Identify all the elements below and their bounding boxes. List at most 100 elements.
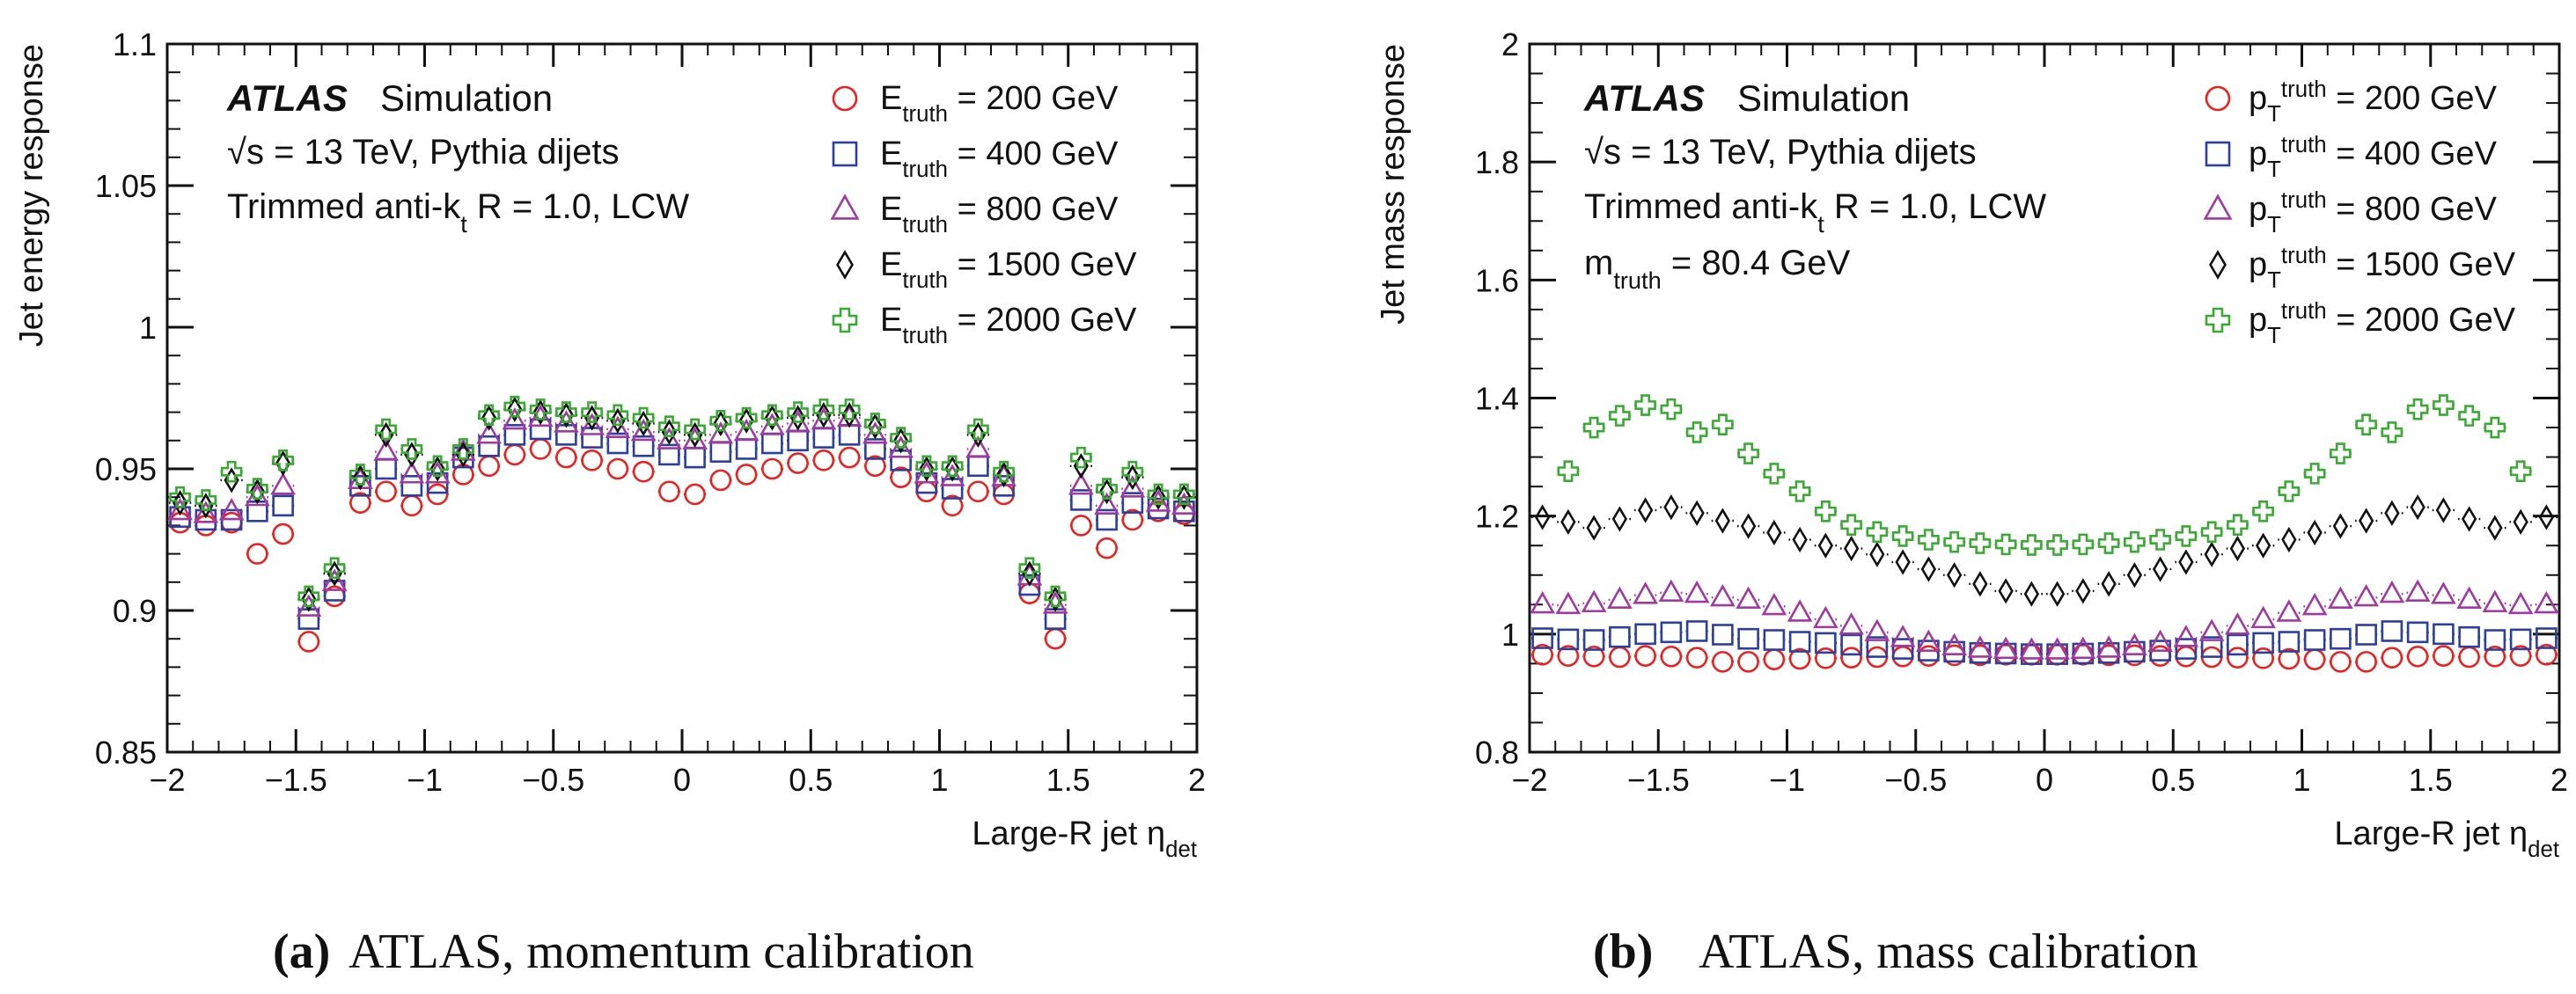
- circle-marker: [1531, 644, 1553, 666]
- cross-marker: [1866, 521, 1889, 544]
- cross-marker: [967, 418, 989, 441]
- diamond-marker: [1534, 504, 1551, 530]
- diamond-marker: [507, 396, 523, 423]
- atlas-text: ATLAS: [1583, 77, 1705, 119]
- legend-entry: Etruth = 200 GeV: [832, 80, 1119, 127]
- series-diamond: [1531, 493, 2558, 607]
- diamond-marker: [2209, 250, 2227, 280]
- diamond-marker: [2049, 581, 2066, 607]
- cross-marker: [1969, 532, 1992, 554]
- info-text: √s = 13 TeV, Pythia dijets Trimmed anti-k…: [1584, 133, 2046, 294]
- square-marker: [2021, 643, 2043, 665]
- square-marker: [1634, 623, 1656, 646]
- cross-marker: [1815, 500, 1837, 523]
- x-tick-label: 0: [2036, 762, 2053, 798]
- circle-marker: [375, 480, 397, 503]
- circle-marker: [709, 469, 732, 492]
- cross-marker: [2097, 532, 2120, 554]
- circle-marker: [606, 457, 629, 480]
- diamond-marker: [635, 410, 651, 437]
- circle-marker: [1096, 537, 1118, 559]
- square-marker: [2252, 632, 2274, 654]
- triangle-marker: [2404, 579, 2431, 602]
- circle-marker: [2303, 648, 2326, 670]
- y-tick-label: 1.05: [95, 168, 157, 204]
- cross-marker: [941, 455, 964, 478]
- triangle-marker: [1171, 492, 1197, 515]
- triangle-marker: [1787, 599, 1813, 622]
- diamond-marker: [455, 442, 472, 468]
- cross-marker: [2072, 533, 2095, 556]
- circle-marker: [1121, 508, 1144, 531]
- cross-marker: [1763, 463, 1786, 485]
- diamond-marker: [404, 442, 420, 468]
- cross-marker: [2046, 534, 2068, 556]
- cross-marker: [452, 438, 474, 460]
- triangle-marker: [2070, 636, 2096, 660]
- cross-marker: [194, 489, 217, 511]
- cross-marker: [2175, 525, 2198, 547]
- circle-marker: [1788, 647, 1811, 670]
- diamond-marker: [2487, 515, 2503, 541]
- legend-entry: Etruth = 1500 GeV: [836, 246, 1137, 293]
- circle-marker: [2330, 651, 2352, 673]
- circle-marker: [2484, 646, 2506, 668]
- triangle-marker: [2225, 612, 2250, 635]
- diamond-marker: [275, 449, 291, 477]
- circle-marker: [2046, 644, 2068, 666]
- panel-a-energy-response: −2 −1.5 −1 −0.5 0 0.5 1 1.5 2 0.85 0.9 0.95 1 1.05 1.1…: [13, 26, 1206, 979]
- atlas-text: ATLAS: [226, 77, 348, 119]
- diamond-marker: [661, 419, 678, 445]
- cross-marker: [2205, 307, 2231, 333]
- circle-marker: [890, 466, 912, 488]
- diamond-marker: [1125, 464, 1141, 491]
- triangle-marker: [1993, 636, 2019, 660]
- triangle-marker: [2482, 589, 2508, 613]
- legend-entry: pTtruth = 800 GeV: [2203, 188, 2498, 238]
- triangle-marker: [1042, 591, 1068, 614]
- legend-label: pTtruth = 400 GeV: [2249, 133, 2498, 182]
- triangle-marker: [193, 501, 219, 523]
- y-axis-label: Jet energy response: [13, 44, 50, 347]
- triangle-marker: [605, 415, 631, 439]
- y-tick-label: 0.8: [1475, 735, 1519, 771]
- x-tick-label: 0.5: [789, 762, 833, 798]
- diamond-marker: [352, 464, 369, 491]
- legend-entry: pTtruth = 400 GeV: [2205, 133, 2498, 182]
- legend-label: Etruth = 2000 GeV: [880, 302, 1137, 348]
- triangle-marker: [2203, 194, 2233, 220]
- triangle-marker: [218, 498, 245, 521]
- triangle-marker: [862, 421, 888, 444]
- triangle-marker: [836, 404, 862, 428]
- cross-marker: [787, 401, 809, 423]
- circle-marker: [1737, 651, 1759, 673]
- cross-marker: [993, 460, 1015, 483]
- square-marker: [812, 427, 835, 449]
- square-marker: [2278, 631, 2301, 653]
- circle-marker: [1018, 582, 1041, 604]
- legend-label: Etruth = 1500 GeV: [880, 246, 1137, 293]
- cross-marker: [915, 455, 938, 478]
- diamond-marker: [1098, 479, 1115, 505]
- triangle-marker: [1145, 489, 1171, 512]
- cross-marker: [272, 449, 294, 471]
- diamond-marker: [1869, 541, 1885, 567]
- square-marker: [297, 608, 320, 630]
- circle-marker: [1918, 645, 1940, 667]
- triangle-marker: [2198, 618, 2225, 641]
- circle-marker: [1070, 515, 1092, 537]
- triangle-marker: [1633, 581, 1658, 604]
- triangle-marker: [811, 406, 837, 430]
- triangle-marker: [939, 464, 965, 486]
- x-tick-label: 1: [930, 762, 948, 798]
- cross-marker: [2278, 480, 2301, 502]
- axis-ticks: −2 −1.5 −1 −0.5 0 0.5 1 1.5 2 0.8 1 1.2 1.4 1.6 1.8 2: [1475, 26, 2568, 798]
- atlas-label: ATLAS Simulation: [226, 77, 553, 119]
- x-tick-label: 0.5: [2151, 762, 2195, 798]
- legend-label: pTtruth = 200 GeV: [2249, 77, 2498, 127]
- diamond-marker: [532, 398, 548, 426]
- x-tick-label: 1.5: [1046, 762, 1090, 798]
- cross-marker: [2200, 521, 2223, 544]
- triangle-marker: [245, 483, 270, 507]
- triangle-marker: [682, 427, 708, 449]
